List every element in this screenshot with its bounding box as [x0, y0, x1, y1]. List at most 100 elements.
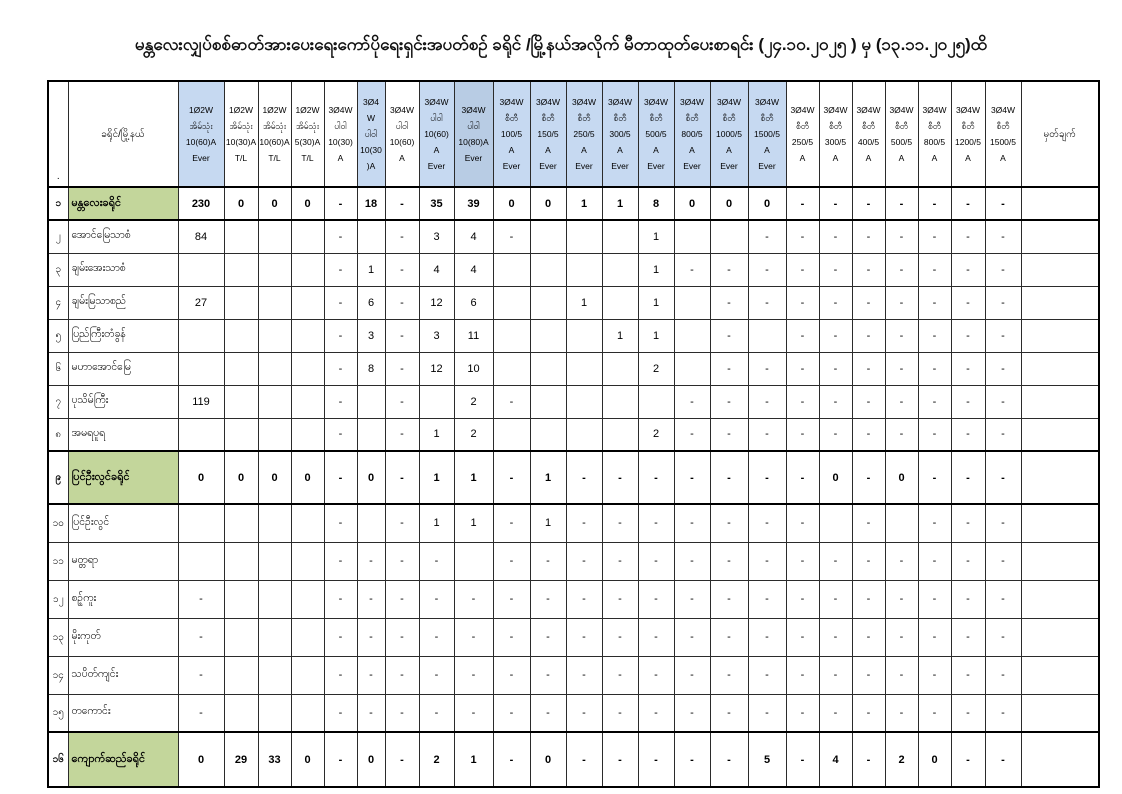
value-cell-3p4w-power-10-30: -: [323, 219, 358, 254]
remark-cell: [1020, 450, 1100, 505]
value-cell-3p4w-power-10-30: -: [323, 541, 358, 581]
value-cell-3p4w-ct-1500-5-ever: -: [747, 219, 787, 254]
value-cell-3p4w-ct-1500-5-ever: -: [747, 450, 787, 505]
value-cell-1p2w-home-10-30-tl: 0: [223, 186, 259, 221]
col-header-3p4w-ct-500-5: 3Ø4W စီတီ 500/5 A: [884, 80, 919, 188]
col-header-1p2w-home-5-30-tl: 1Ø2W အိမ်သုံး 5(30)A T/L: [290, 80, 325, 188]
value-cell-3p4w-ct-800-5-ever: [673, 351, 711, 386]
value-cell-3p4w-ct-300-5-ever: [601, 285, 639, 320]
remark-cell: [1020, 318, 1100, 353]
value-cell-3p4w-ct-500-5-ever: -: [637, 503, 675, 543]
value-cell-3p4w-ct-100-5-ever: -: [492, 503, 531, 543]
value-cell-3p4w-ct-1500-5: -: [984, 617, 1022, 657]
value-cell-3p4w-ct-1200-5: -: [950, 351, 986, 386]
value-cell-3p4w-ct-150-5-ever: [529, 351, 567, 386]
value-cell-3p4w-ct-800-5-ever: -: [673, 693, 711, 733]
row-number-cell: ၇: [47, 384, 69, 419]
value-cell-3p4w-ct-300-5-ever: -: [601, 731, 639, 788]
table-row-၅: ၅ပြည်ကြီးတံခွန် -3-3 11 1 1- - - - - - - -: [47, 318, 1100, 353]
value-cell-3p4w-ct-800-5: -: [917, 655, 952, 695]
value-cell-3p4w-ct-100-5-ever: -: [492, 693, 531, 733]
value-cell-3p4w-ct-250-5: -: [785, 617, 820, 657]
township-name-cell: မဟာအောင်မြေ: [67, 351, 179, 386]
value-cell-1p2w-home-10-60-tl: 33: [257, 731, 292, 788]
value-cell-3p4w-ct-300-5-ever: -: [601, 693, 639, 733]
value-cell-1p2w-home-10-60-tl: [257, 655, 292, 695]
value-cell-3p4w-ct-150-5-ever: -: [529, 579, 567, 619]
value-cell-1p2w-home-10-30-tl: [223, 655, 259, 695]
value-cell-3p4w-ct-300-5-ever: -: [601, 617, 639, 657]
value-cell-3p4w-ct-400-5: -: [851, 384, 886, 419]
value-cell-3p4w-ct-1500-5: -: [984, 351, 1022, 386]
value-cell-3p4w-power-10-60: -: [384, 285, 420, 320]
value-cell-3p4w-ct-1200-5: -: [950, 186, 986, 221]
value-cell-3p4w-ct-300-5: -: [818, 318, 853, 353]
value-cell-3p4w-power-10-30-b: [356, 417, 386, 452]
value-cell-3p4w-ct-1500-5: -: [984, 655, 1022, 695]
value-cell-3p4w-power-10-80-ever: 1: [453, 731, 494, 788]
value-cell-3p4w-power-10-80-ever: 4: [453, 219, 494, 254]
value-cell-3p4w-ct-150-5-ever: 1: [529, 450, 567, 505]
table-row-၇: ၇ပုသိမ်ကြီး 119- -2- - - - - - - - - - -: [47, 384, 1100, 419]
value-cell-3p4w-ct-500-5: -: [884, 252, 919, 287]
value-cell-3p4w-ct-1500-5-ever: -: [747, 617, 787, 657]
value-cell-3p4w-ct-150-5-ever: 1: [529, 503, 567, 543]
value-cell-3p4w-ct-1000-5-ever: 0: [709, 186, 749, 221]
value-cell-3p4w-ct-1500-5-ever: -: [747, 384, 787, 419]
value-cell-3p4w-ct-300-5: [818, 503, 853, 543]
value-cell-3p4w-ct-500-5-ever: -: [637, 579, 675, 619]
value-cell-3p4w-ct-500-5: -: [884, 285, 919, 320]
row-number-cell: ၁၁: [47, 541, 69, 581]
value-cell-1p2w-home-5-30-tl: 0: [290, 450, 325, 505]
value-cell-1p2w-home-10-60-tl: [257, 252, 292, 287]
value-cell-3p4w-power-10-30-b: 0: [356, 731, 386, 788]
value-cell-3p4w-ct-500-5-ever: 1: [637, 285, 675, 320]
value-cell-3p4w-power-10-60: -: [384, 503, 420, 543]
township-name-cell: အောင်မြေသာစံ: [67, 219, 179, 254]
value-cell-3p4w-ct-1000-5-ever: -: [709, 450, 749, 505]
value-cell-3p4w-power-10-30-b: -: [356, 579, 386, 619]
value-cell-3p4w-power-10-60-ever: 35: [418, 186, 455, 221]
value-cell-3p4w-power-10-30-b: [356, 503, 386, 543]
value-cell-1p2w-home-10-60-tl: [257, 693, 292, 733]
value-cell-3p4w-ct-500-5: -: [884, 417, 919, 452]
remark-cell: [1020, 285, 1100, 320]
value-cell-3p4w-ct-1000-5-ever: -: [709, 579, 749, 619]
value-cell-3p4w-ct-100-5-ever: [492, 252, 531, 287]
township-name-cell: ပြင်ဦးလွင်: [67, 503, 179, 543]
value-cell-3p4w-ct-150-5-ever: [529, 219, 567, 254]
value-cell-3p4w-ct-1500-5-ever: -: [747, 541, 787, 581]
col-header-3p4w-power-10-30-b: 3Ø4 W ပါဝါ 10(30 )A: [356, 80, 386, 188]
value-cell-3p4w-ct-800-5: -: [917, 219, 952, 254]
value-cell-3p4w-ct-800-5-ever: -: [673, 541, 711, 581]
value-cell-3p4w-ct-250-5-ever: -: [565, 503, 603, 543]
value-cell-3p4w-ct-1500-5: -: [984, 541, 1022, 581]
value-cell-1p2w-home-10-60-ever: [177, 351, 225, 386]
remark-cell: [1020, 655, 1100, 695]
col-header-1p2w-home-10-60-tl: 1Ø2W အိမ်သုံး 10(60)A T/L: [257, 80, 292, 188]
value-cell-3p4w-power-10-60-ever: -: [418, 693, 455, 733]
value-cell-3p4w-power-10-60-ever: 1: [418, 417, 455, 452]
value-cell-3p4w-ct-1500-5: -: [984, 252, 1022, 287]
value-cell-3p4w-ct-150-5-ever: [529, 285, 567, 320]
value-cell-3p4w-ct-1000-5-ever: -: [709, 351, 749, 386]
value-cell-1p2w-home-5-30-tl: [290, 252, 325, 287]
value-cell-3p4w-power-10-60: -: [384, 417, 420, 452]
table-row-၂: ၂အောင်မြေသာစံ 84- -3 4-1- - - - - - - -: [47, 219, 1100, 254]
value-cell-3p4w-ct-1000-5-ever: -: [709, 503, 749, 543]
value-cell-3p4w-ct-300-5: -: [818, 384, 853, 419]
value-cell-3p4w-ct-800-5-ever: [673, 285, 711, 320]
value-cell-3p4w-ct-100-5-ever: [492, 285, 531, 320]
value-cell-3p4w-power-10-60: -: [384, 541, 420, 581]
district-name-cell: ကျောက်ဆည်ခရိုင်: [67, 731, 179, 788]
col-header-3p4w-power-10-60: 3Ø4W ပါဝါ 10(60) A: [384, 80, 420, 188]
value-cell-3p4w-ct-300-5-ever: -: [601, 450, 639, 505]
row-number-cell: ၁: [47, 186, 69, 221]
value-cell-3p4w-ct-1200-5: -: [950, 579, 986, 619]
value-cell-1p2w-home-10-60-ever: 27: [177, 285, 225, 320]
value-cell-3p4w-ct-1500-5-ever: -: [747, 693, 787, 733]
row-number-cell: ၁၂: [47, 579, 69, 619]
col-header-3p4w-ct-250-5-ever: 3Ø4W စီတီ 250/5 A Ever: [565, 80, 603, 188]
district-township-header: ခရိုင်/မြို့နယ်: [67, 80, 179, 188]
value-cell-1p2w-home-10-30-tl: [223, 318, 259, 353]
